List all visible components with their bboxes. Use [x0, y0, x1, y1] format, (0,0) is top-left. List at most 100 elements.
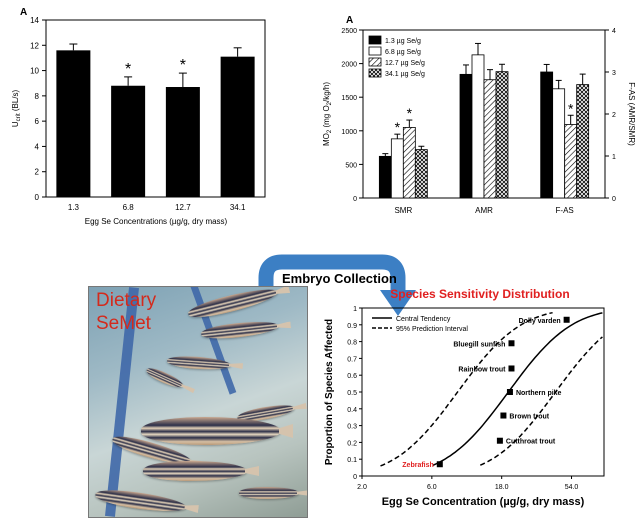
embryo-collection-arrow — [258, 254, 416, 324]
y-tick-label: 12 — [30, 41, 39, 50]
panel-label: A — [20, 7, 27, 18]
x-tick-label: 12.7 — [175, 203, 191, 212]
significance-star: * — [125, 61, 131, 78]
prediction-interval-lower — [380, 311, 553, 467]
metabolic-rate-bar-chart: 0 500 1000 1500 2000 2500 0 1 2 3 4 * * SMR AMR * F-AS 1.… — [322, 15, 636, 215]
y-left-tick-label: 0 — [353, 196, 357, 203]
y-left-tick-label: 1000 — [341, 129, 357, 136]
y-right-tick-label: 4 — [612, 28, 616, 35]
x-tick-label: 34.1 — [230, 203, 246, 212]
bar — [564, 124, 578, 199]
y-right-tick-label: 1 — [612, 154, 616, 161]
y-tick-label: 0.1 — [347, 457, 357, 464]
y-tick-label: 4 — [35, 142, 40, 151]
y-tick-label: 0 — [35, 193, 40, 202]
species-point — [508, 365, 515, 372]
bar — [540, 71, 554, 199]
legend-swatch — [368, 35, 382, 45]
species-point — [563, 316, 570, 323]
legend-label: 12.7 µg Se/g — [385, 60, 425, 67]
legend-swatch — [368, 68, 382, 78]
species-point — [508, 340, 515, 347]
y-tick-label: 1 — [353, 306, 357, 313]
species-label: Cutthroat trout — [506, 439, 556, 446]
photo-label-semet: SeMet — [96, 313, 151, 334]
legend-label: 95% Prediction Interval — [396, 326, 468, 333]
species-point — [496, 437, 503, 444]
legend-label: Central Tendency — [396, 316, 451, 323]
y-tick-label: 0.5 — [347, 390, 357, 397]
x-tick-label: 1.3 — [68, 203, 80, 212]
species-label: Zebrafish — [402, 462, 434, 469]
x-tick-label: 6.8 — [123, 203, 135, 212]
y-tick-label: 0.6 — [347, 373, 357, 380]
bar — [378, 155, 392, 199]
x-tick-label: AMR — [475, 206, 493, 215]
y-tick-label: 2 — [35, 168, 40, 177]
y-tick-label: 6 — [35, 117, 40, 126]
x-tick-label: F-AS — [556, 206, 574, 215]
y-axis-label: Ucrit (BL/s) — [11, 89, 22, 127]
y-left-axis-label: MO2 (mg O2/kg/h) — [322, 82, 333, 146]
x-tick-label: 2.0 — [357, 484, 367, 491]
species-label: Northern pike — [516, 390, 562, 397]
species-point — [506, 389, 513, 395]
species-label: Brown trout — [509, 414, 549, 421]
species-label: Rainbow trout — [458, 366, 506, 373]
bar — [56, 50, 91, 197]
legend-label: 1.3 µg Se/g — [385, 38, 421, 45]
bar — [220, 56, 255, 197]
y-left-tick-label: 500 — [345, 162, 357, 169]
y-right-tick-label: 2 — [612, 112, 616, 119]
significance-star: * — [568, 100, 574, 116]
y-tick-label: 0.2 — [347, 440, 357, 447]
y-right-axis-label: F-AS (AMR/SMR) — [627, 82, 636, 146]
species-point — [500, 412, 507, 419]
bar — [111, 85, 146, 197]
y-left-tick-label: 2000 — [341, 62, 357, 69]
significance-star: * — [180, 57, 186, 74]
y-right-tick-label: 3 — [612, 70, 616, 77]
x-tick-label: 6.0 — [427, 484, 437, 491]
photo-label-dietary: Dietary — [96, 290, 157, 311]
y-left-tick-label: 1500 — [341, 95, 357, 102]
plot-frame — [45, 19, 266, 198]
y-tick-label: 10 — [30, 67, 39, 76]
bar — [576, 84, 590, 199]
bar — [390, 138, 404, 199]
y-right-tick-label: 0 — [612, 196, 616, 203]
y-left-tick-label: 2500 — [341, 28, 357, 35]
y-tick-label: 0.4 — [347, 407, 357, 414]
bar — [483, 79, 497, 199]
bar — [471, 54, 485, 199]
panel-label: A — [346, 15, 353, 26]
legend-swatch — [368, 57, 382, 67]
species-sensitivity-chart: Species Sensitivity Distribution 0 0.1 0.2 0… — [324, 287, 605, 508]
legend-label: 6.8 µg Se/g — [385, 49, 421, 56]
chart-title: Species Sensitivity Distribution — [390, 287, 569, 301]
plot-frame — [361, 307, 605, 477]
species-label: Bluegill sunfish — [453, 341, 505, 348]
y-tick-label: 0.9 — [347, 323, 357, 330]
central-tendency-line — [432, 312, 603, 466]
bar — [552, 88, 566, 199]
y-axis-label: Proportion of Species Affected — [324, 319, 335, 465]
bar — [414, 149, 428, 199]
prediction-interval-upper — [479, 336, 603, 466]
y-tick-label: 0.7 — [347, 356, 357, 363]
significance-star: * — [395, 119, 401, 135]
legend-label: 34.1 µg Se/g — [385, 71, 425, 78]
y-tick-label: 0.3 — [347, 424, 357, 431]
y-tick-label: 0 — [353, 474, 357, 481]
bar — [402, 127, 416, 199]
species-label: Dolly varden — [519, 318, 561, 325]
zebrafish-photo — [88, 286, 308, 518]
significance-star: * — [407, 105, 413, 121]
x-tick-label: 18.0 — [495, 484, 509, 491]
y-tick-label: 0.8 — [347, 340, 357, 347]
embryo-collection-label: Embryo Collection — [282, 271, 397, 286]
x-tick-label: SMR — [394, 206, 412, 215]
bar — [495, 71, 509, 199]
y-tick-label: 8 — [35, 92, 40, 101]
